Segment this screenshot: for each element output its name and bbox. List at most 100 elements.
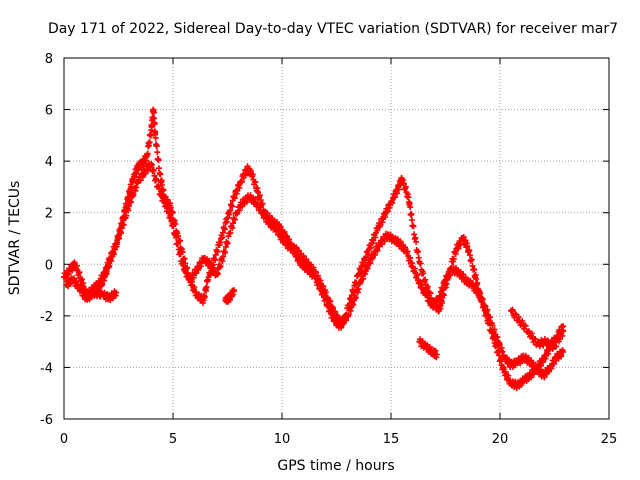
data-point [450, 255, 457, 262]
data-point [345, 311, 352, 318]
data-point [144, 150, 151, 157]
data-point [231, 287, 237, 294]
data-point [408, 211, 415, 217]
x-tick-label: 15 [383, 432, 400, 447]
plot-frame [63, 57, 610, 420]
axis-ticks: 0 5 10 15 20 25 -6 -4 -2 0 2 4 6 8 [40, 52, 617, 447]
data-point [133, 184, 140, 191]
data-point [519, 318, 526, 325]
data-point [227, 229, 234, 236]
data-point [427, 290, 434, 297]
data-point [482, 303, 489, 310]
data-point [257, 204, 264, 211]
data-point [137, 177, 144, 184]
data-point [177, 251, 184, 257]
data-point [515, 314, 522, 321]
data-point [421, 286, 428, 293]
data-point [365, 251, 372, 258]
data-point [220, 253, 227, 260]
data-point [219, 229, 226, 236]
data-point [201, 293, 208, 300]
data-point [424, 283, 431, 290]
data-point [553, 343, 560, 350]
data-point [487, 314, 493, 321]
data-point [468, 256, 475, 263]
data-point [156, 185, 162, 192]
data-point [113, 243, 120, 250]
data-point [408, 217, 415, 223]
data-point [153, 142, 160, 149]
data-point [479, 296, 486, 303]
data-point [154, 149, 161, 156]
data-point [76, 269, 83, 276]
data-point [163, 202, 170, 209]
data-point [224, 240, 231, 246]
data-point [229, 220, 236, 227]
data-point [152, 134, 159, 141]
data-point [400, 180, 407, 187]
data-point [118, 230, 125, 237]
data-point [559, 332, 566, 339]
data-point [259, 200, 266, 207]
data-point [170, 223, 177, 229]
y-tick-label: -2 [40, 310, 53, 325]
y-axis-label: SDTVAR / TECUs [7, 181, 23, 296]
data-point [433, 351, 440, 358]
data-point [370, 237, 377, 244]
data-point [560, 328, 567, 335]
data-point [417, 260, 424, 267]
data-point [556, 336, 563, 343]
data-point [355, 285, 362, 292]
data-point [99, 281, 106, 288]
data-point [123, 212, 130, 219]
data-point [157, 171, 164, 178]
series-1 [61, 106, 567, 392]
data-point [203, 284, 210, 290]
y-tick-label: -6 [40, 413, 53, 428]
data-point [560, 323, 567, 330]
data-point [159, 182, 166, 188]
data-point [113, 289, 120, 296]
data-point [147, 132, 154, 139]
data-point [209, 261, 215, 268]
data-point [116, 235, 123, 241]
data-point [560, 349, 567, 355]
data-point [455, 245, 462, 252]
y-tick-label: 6 [45, 104, 53, 119]
data-point [330, 305, 336, 312]
data-point [127, 199, 134, 206]
data-point [407, 254, 414, 261]
data-point [165, 209, 172, 216]
data-point [528, 330, 535, 337]
data-point [466, 252, 473, 259]
x-tick-label: 5 [169, 432, 177, 447]
data-points [61, 106, 567, 392]
series-3 [91, 286, 567, 361]
y-tick-label: 2 [45, 207, 53, 222]
x-axis-label: GPS time / hours [277, 458, 394, 474]
data-point [148, 162, 155, 168]
data-point [384, 208, 391, 215]
data-point [313, 269, 319, 276]
data-point [103, 271, 110, 277]
data-point [484, 306, 491, 313]
data-point [452, 250, 459, 257]
data-point [417, 278, 423, 285]
data-point [120, 221, 127, 228]
y-tick-label: -4 [40, 361, 53, 376]
data-point [153, 176, 160, 183]
y-tick-label: 8 [45, 52, 53, 67]
data-point [447, 272, 454, 279]
data-point [78, 276, 85, 283]
data-point [509, 306, 516, 313]
data-point [231, 195, 238, 202]
data-point [214, 271, 221, 278]
data-point [420, 270, 427, 277]
data-point [458, 240, 464, 247]
data-point [320, 283, 327, 290]
data-point [352, 294, 359, 301]
data-point [437, 294, 444, 301]
data-point [238, 178, 245, 185]
data-point [382, 214, 389, 220]
